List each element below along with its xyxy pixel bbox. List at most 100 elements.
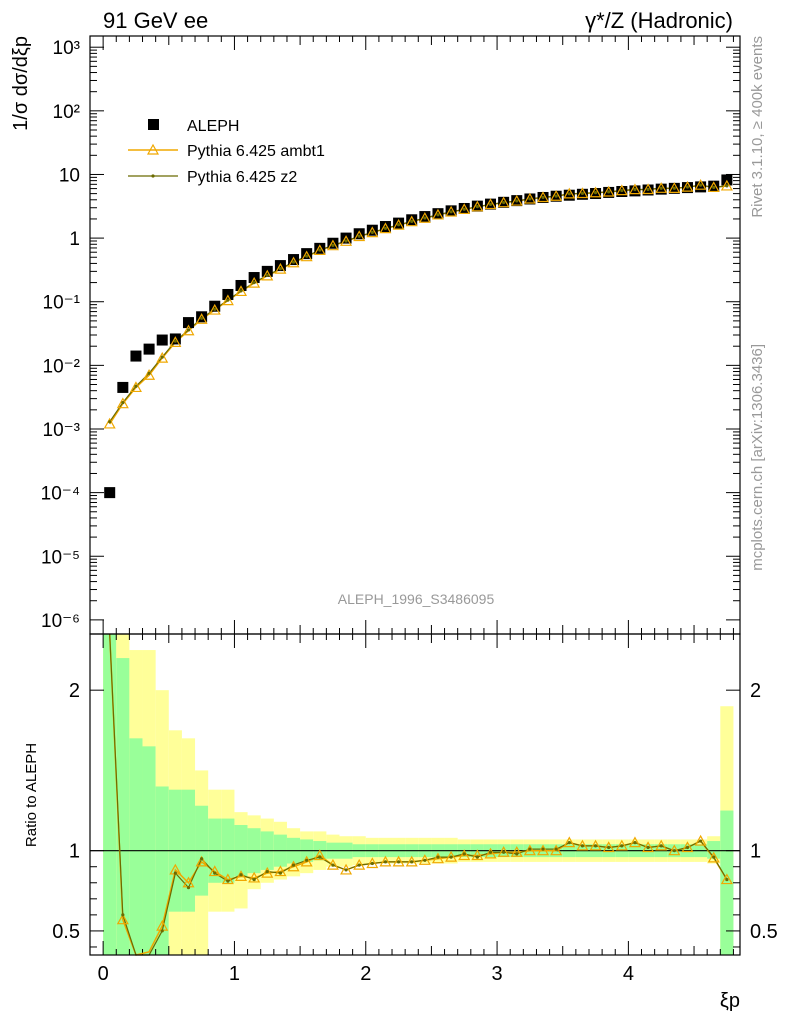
- data-point-z2: [580, 191, 585, 196]
- ratio-point-z2: [423, 858, 427, 862]
- data-point-ambt1: [471, 200, 484, 212]
- ratio-point-z2: [633, 841, 637, 845]
- data-point-ambt1: [615, 184, 628, 196]
- top-ylabel: 1/σ dσ/dξp: [10, 36, 32, 131]
- ratio-tick-label-left: 0.5: [52, 921, 80, 943]
- data-point-ambt1: [405, 215, 418, 227]
- data-point-ambt1: [169, 336, 182, 347]
- data-point-z2: [659, 186, 663, 190]
- data-point-ambt1: [156, 351, 169, 363]
- ratio-point-ambt1: [353, 858, 366, 870]
- data-point-ambt1: [274, 262, 287, 274]
- ratio-point-ambt1: [668, 844, 681, 856]
- y-tick-label: 10⁻⁶: [41, 611, 80, 632]
- data-point-z2: [265, 273, 269, 277]
- data-point-z2: [436, 213, 440, 217]
- y-tick-label: 10⁻⁵: [41, 547, 80, 568]
- ratio-point-z2: [607, 845, 611, 850]
- data-point-ambt1: [392, 218, 405, 230]
- legend-label-z2: Pythia 6.425 z2: [187, 169, 297, 186]
- data-point-z2: [160, 355, 164, 359]
- data-point-z2: [396, 223, 401, 227]
- data-point-ambt1: [326, 239, 339, 251]
- data-point-ambt1: [523, 192, 536, 204]
- data-point-ambt1: [143, 368, 156, 380]
- ratio-point-z2: [396, 860, 401, 864]
- ratio-point-ambt1: [497, 846, 510, 857]
- ratio-point-ambt1: [248, 871, 261, 883]
- data-point-aleph: [143, 343, 155, 355]
- ratio-point-z2: [213, 871, 217, 875]
- ratio-point-z2: [725, 877, 729, 882]
- data-point-z2: [699, 183, 703, 187]
- data-point-ambt1: [707, 181, 720, 193]
- ratio-point-ambt1: [326, 858, 339, 870]
- data-point-z2: [554, 194, 558, 198]
- data-point-aleph: [379, 221, 391, 233]
- data-point-ambt1: [720, 179, 733, 191]
- data-point-aleph: [695, 181, 707, 193]
- ratio-point-ambt1: [655, 839, 668, 851]
- ratio-point-ambt1: [694, 834, 707, 846]
- ratio-point-ambt1: [313, 849, 326, 861]
- ratio-point-ambt1: [550, 844, 563, 856]
- ratio-point-ambt1: [274, 865, 287, 877]
- data-point-ambt1: [116, 397, 129, 409]
- header-left: 91 GeV ee: [103, 8, 208, 33]
- ratio-point-ambt1: [458, 849, 471, 861]
- ratio-point-z2: [541, 847, 545, 851]
- data-point-aleph: [393, 217, 405, 229]
- data-point-ambt1: [445, 205, 458, 217]
- ratio-point-z2: [252, 877, 256, 882]
- ratio-point-ambt1: [116, 913, 129, 925]
- ratio-point-ambt1: [287, 860, 300, 872]
- ratio-point-z2: [685, 845, 690, 850]
- data-point-z2: [226, 298, 230, 302]
- ratio-point-ambt1: [523, 844, 536, 856]
- data-point-z2: [567, 192, 571, 196]
- data-point-z2: [541, 195, 545, 199]
- ratio-point-z2: [265, 869, 269, 874]
- ratio-point-z2: [200, 857, 204, 861]
- data-point-ambt1: [248, 276, 261, 288]
- legend-marker-z2: [151, 174, 155, 178]
- data-point-ambt1: [681, 180, 694, 192]
- ratio-point-ambt1: [379, 855, 392, 867]
- ratio-point-ambt1: [418, 854, 431, 865]
- data-point-ambt1: [103, 417, 116, 429]
- data-point-z2: [712, 185, 716, 189]
- data-point-aleph: [169, 333, 181, 345]
- ratio-point-z2: [620, 844, 624, 848]
- data-point-z2: [213, 307, 217, 311]
- ratio-point-z2: [291, 863, 296, 867]
- ratio-point-z2: [383, 860, 388, 864]
- y-tick-label: 10²: [53, 102, 80, 123]
- data-point-z2: [173, 339, 177, 343]
- data-point-ambt1: [300, 250, 313, 262]
- ratio-point-ambt1: [602, 841, 615, 853]
- data-point-aleph: [301, 248, 313, 260]
- ratio-point-ambt1: [300, 855, 313, 867]
- ratio-point-z2: [305, 858, 309, 862]
- data-point-ambt1: [234, 285, 248, 297]
- x-tick-label: 1: [229, 963, 240, 985]
- ratio-point-z2: [712, 855, 716, 859]
- data-point-z2: [528, 197, 532, 201]
- data-point-z2: [134, 384, 138, 388]
- ratio-point-z2: [436, 855, 440, 859]
- data-point-ambt1: [602, 185, 615, 197]
- data-point-z2: [685, 185, 690, 189]
- data-point-ambt1: [589, 186, 602, 198]
- data-point-z2: [620, 188, 624, 193]
- ratio-point-ambt1: [405, 855, 418, 867]
- header-right: γ*/Z (Hadronic): [585, 8, 733, 33]
- ratio-point-z2: [475, 855, 479, 859]
- data-point-aleph: [314, 242, 326, 254]
- ratio-point-ambt1: [484, 847, 497, 859]
- ratio-point-ambt1: [340, 863, 353, 875]
- ratio-point-z2: [278, 871, 283, 875]
- data-point-z2: [462, 207, 466, 211]
- y-tick-label: 10⁻⁴: [41, 484, 80, 505]
- ratio-point-ambt1: [208, 865, 221, 877]
- data-point-aleph: [353, 228, 365, 240]
